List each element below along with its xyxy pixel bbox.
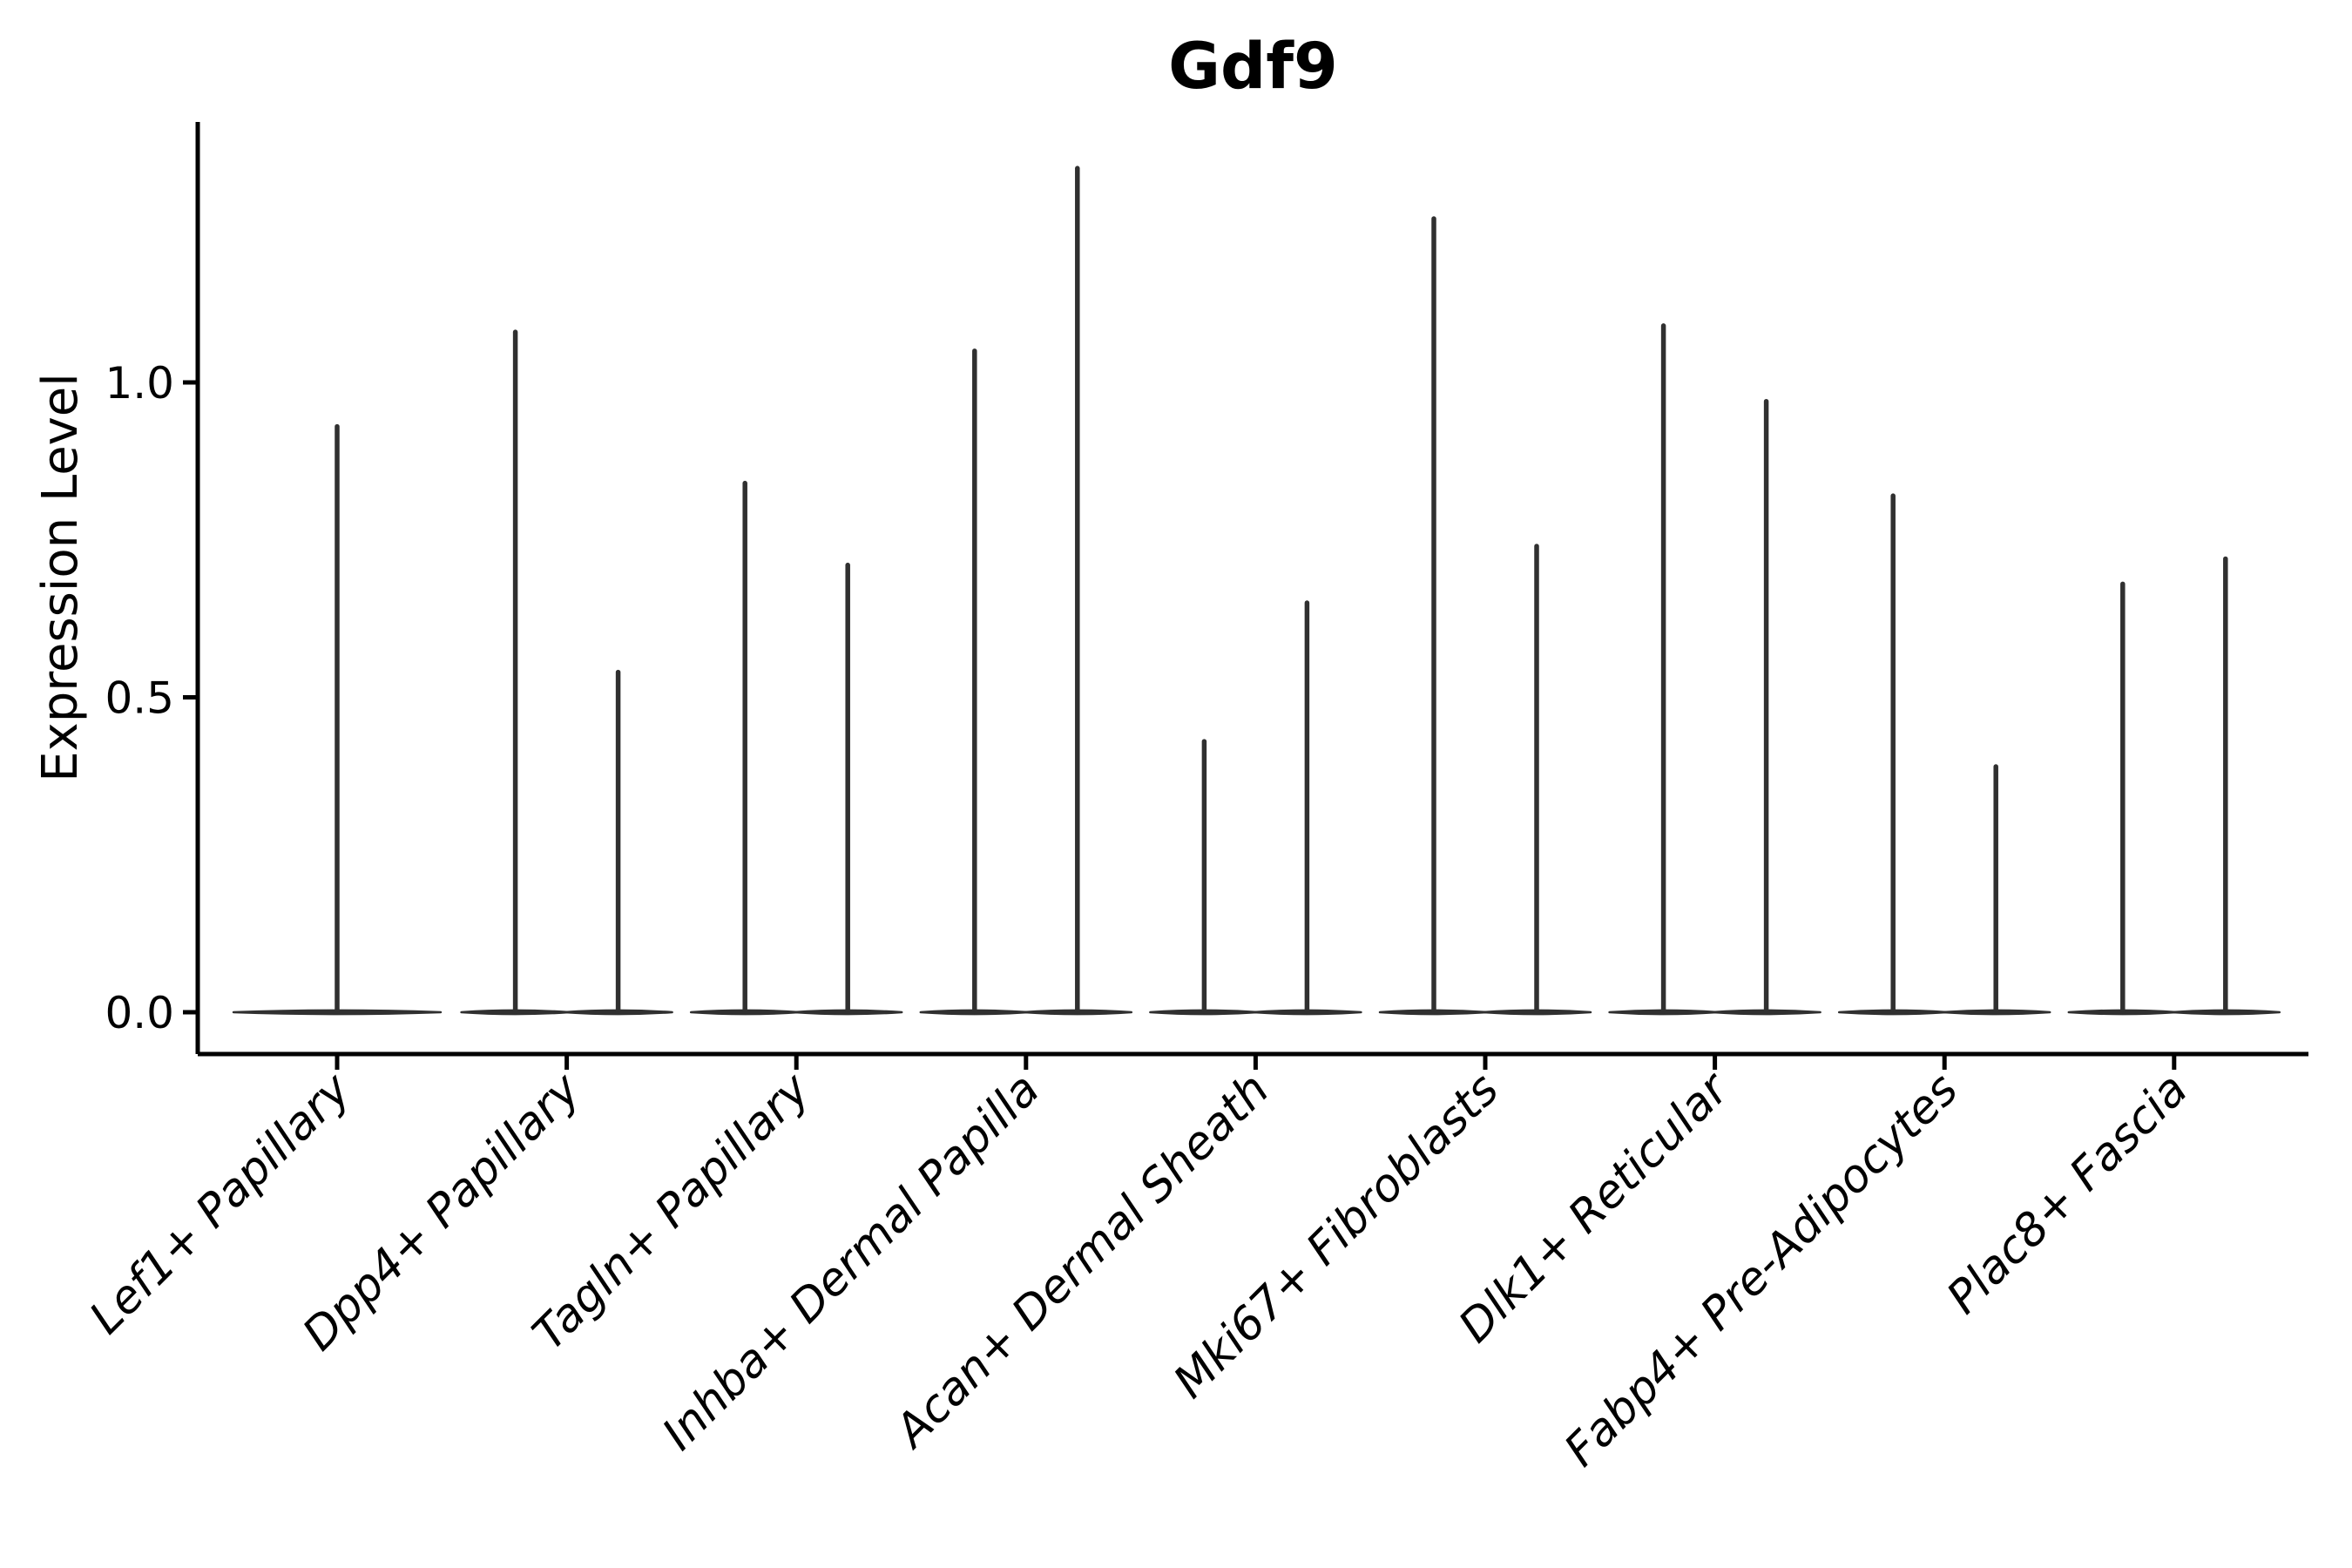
x-tick-label: Plac8+ Fascia (1937, 1064, 2198, 1324)
x-tick-label: Inhba+ Dermal Papilla (652, 1064, 1050, 1461)
y-tick-label: 1.0 (105, 358, 174, 409)
chart-title: Gdf9 (1168, 30, 1338, 104)
y-tick-label: 0.0 (105, 988, 174, 1038)
x-tick-label: Fabp4+ Pre-Adipocytes (1555, 1064, 1969, 1477)
x-tick-label: Acan+ Dermal Sheath (884, 1064, 1280, 1459)
y-tick-label: 0.5 (105, 673, 174, 724)
